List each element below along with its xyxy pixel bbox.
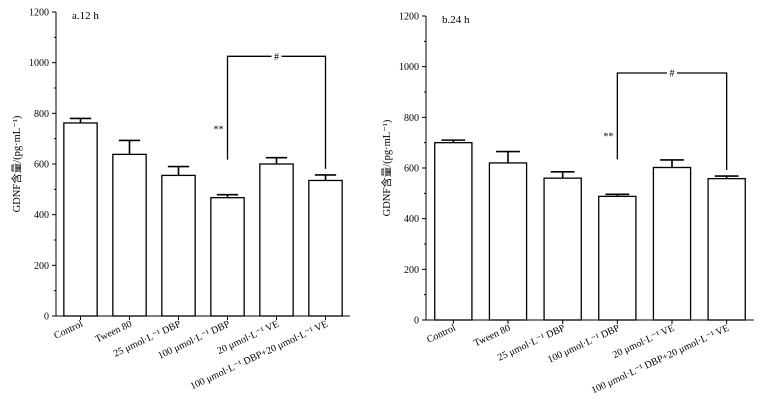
significance-marker: ** <box>214 124 224 135</box>
y-tick-label: 400 <box>404 214 419 225</box>
bar <box>210 197 245 317</box>
y-tick-label: 1000 <box>29 58 49 69</box>
bracket-label-backing <box>271 51 282 62</box>
bar <box>488 162 528 321</box>
y-tick-label: 600 <box>404 164 419 175</box>
y-tick-label: 0 <box>44 312 49 323</box>
x-category-label: Control <box>425 323 458 346</box>
x-category-label: Tween 80 <box>472 323 512 349</box>
significance-marker: ** <box>603 132 613 143</box>
y-tick-label: 200 <box>34 261 49 272</box>
bar <box>112 153 147 317</box>
bar <box>598 195 637 321</box>
bracket-label: # <box>670 69 675 80</box>
panel-24h: 0 200 400 600 800 1000 1200 GDNF含量/(pg·mL⁻¹) b.2… <box>380 12 754 396</box>
bracket-label: # <box>274 52 279 63</box>
y-axis-title: GDNF含量/(pg·mL⁻¹) <box>380 119 393 216</box>
y-tick-label: 1000 <box>399 62 419 73</box>
y-tick-label: 800 <box>34 109 49 120</box>
y-tick-label: 1200 <box>29 8 49 19</box>
y-tick-label: 800 <box>404 113 419 124</box>
bar <box>161 174 196 317</box>
panel-title: a.12 h <box>72 10 99 22</box>
x-category-label: Control <box>52 319 85 342</box>
bar <box>707 177 746 321</box>
comparison-bracket <box>226 55 327 169</box>
bar <box>63 122 98 317</box>
bar <box>308 179 343 317</box>
comparison-bracket <box>616 72 728 171</box>
bar <box>652 166 692 321</box>
bar <box>434 142 473 321</box>
y-tick-label: 0 <box>414 316 419 327</box>
y-tick-label: 1200 <box>399 12 419 23</box>
y-tick-label: 200 <box>404 265 419 276</box>
bar <box>259 163 294 317</box>
panel-12h: 0 200 400 600 800 1000 1200 GDNF含量/(pg·mL⁻¹) a.1… <box>10 8 350 392</box>
y-tick-label: 600 <box>34 160 49 171</box>
bracket-label-backing <box>667 68 677 78</box>
y-tick-label: 400 <box>34 210 49 221</box>
y-axis-title: GDNF含量/(pg·mL⁻¹) <box>10 115 23 212</box>
panel-title: b.24 h <box>442 14 470 26</box>
bar <box>543 177 582 321</box>
